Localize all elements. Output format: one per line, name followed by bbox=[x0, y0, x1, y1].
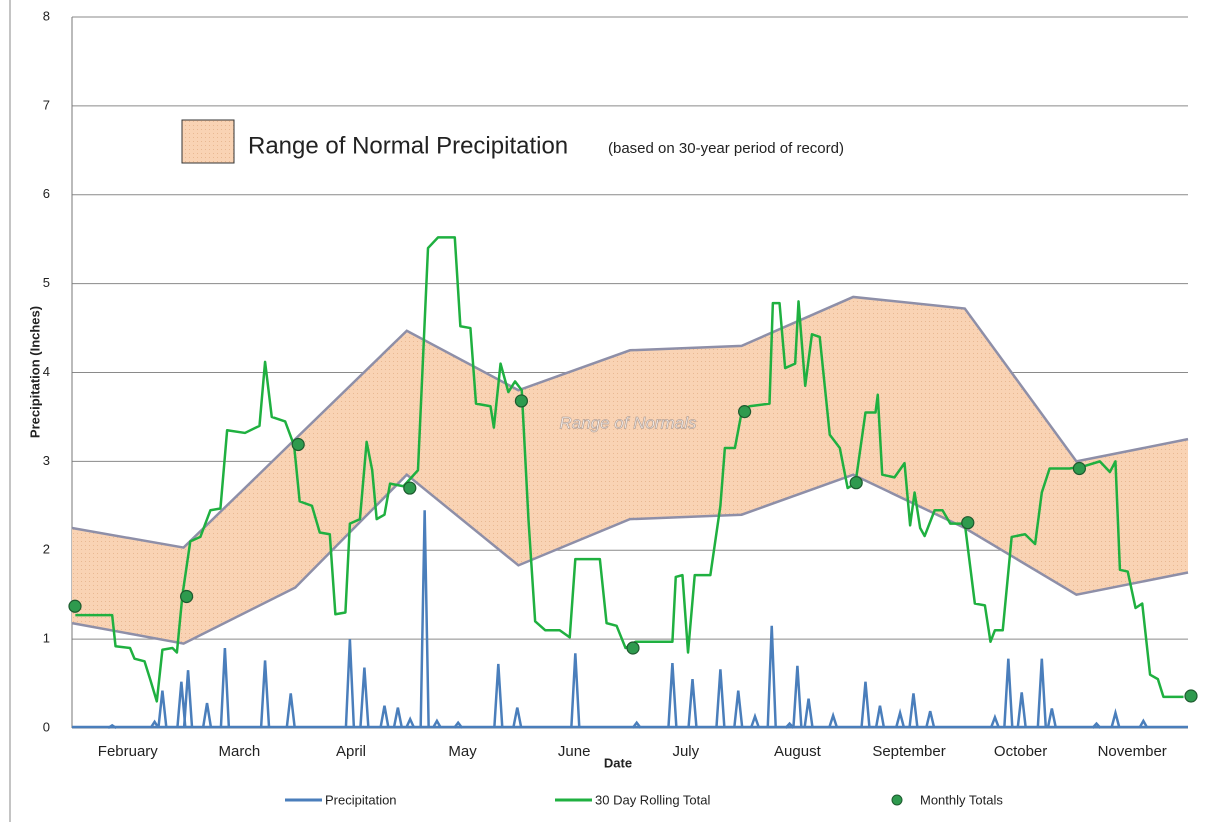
monthly-point bbox=[68, 599, 82, 613]
x-tick-label: July bbox=[672, 743, 699, 760]
precip-spike bbox=[631, 720, 642, 729]
rolling-line bbox=[75, 236, 1184, 703]
monthly-point bbox=[961, 516, 975, 530]
plot bbox=[68, 236, 1198, 730]
x-tick-label: September bbox=[872, 743, 945, 760]
x-tick-label: March bbox=[219, 743, 261, 760]
precip-spike bbox=[908, 693, 919, 729]
monthly-point bbox=[1184, 689, 1198, 703]
precip-spike bbox=[803, 698, 814, 729]
legend-label: Precipitation bbox=[325, 792, 397, 807]
monthly-point bbox=[1072, 461, 1087, 476]
x-tick-label: November bbox=[1098, 743, 1167, 760]
monthly-point bbox=[291, 437, 305, 452]
precip-spike bbox=[894, 708, 906, 729]
precip-spike bbox=[512, 707, 523, 729]
monthly-point bbox=[403, 481, 417, 495]
precip-spike bbox=[1016, 692, 1027, 729]
precip-spike bbox=[453, 720, 464, 729]
precip-spike bbox=[687, 679, 698, 729]
precip-spike bbox=[392, 707, 404, 729]
precip-spike bbox=[570, 653, 581, 729]
precip-spike bbox=[419, 510, 430, 729]
precip-spike bbox=[1046, 708, 1058, 729]
precip-spike bbox=[860, 681, 871, 729]
monthly-point bbox=[180, 589, 194, 604]
y-tick-label: 0 bbox=[43, 719, 50, 734]
precip-spike bbox=[344, 639, 356, 729]
range-upper bbox=[71, 295, 1189, 549]
precip-spike bbox=[1110, 708, 1121, 729]
precip-spike bbox=[431, 718, 443, 729]
x-tick-label: May bbox=[448, 743, 477, 760]
precip-spike bbox=[493, 663, 504, 729]
precip-spike bbox=[359, 667, 370, 729]
precip-spike bbox=[874, 705, 886, 729]
legend-label: Monthly Totals bbox=[920, 792, 1003, 807]
range-lower bbox=[71, 473, 1189, 645]
monthly-point bbox=[849, 476, 863, 490]
precip-spike bbox=[1138, 718, 1149, 729]
y-tick-label: 5 bbox=[43, 275, 50, 290]
monthly-point bbox=[626, 641, 640, 655]
range-fill bbox=[72, 296, 1188, 644]
legend-label: 30 Day Rolling Total bbox=[595, 792, 710, 807]
x-axis-label: Date bbox=[604, 755, 632, 770]
x-tick-label: June bbox=[558, 743, 591, 760]
precip-spike bbox=[149, 719, 160, 729]
range-band bbox=[71, 295, 1189, 645]
precip-spike bbox=[1091, 721, 1102, 729]
precip-spike bbox=[924, 710, 936, 729]
y-axis-label: Precipitation (Inches) bbox=[27, 306, 42, 438]
legend-marker bbox=[891, 794, 903, 806]
precip-spike bbox=[1036, 658, 1048, 729]
y-tick-label: 8 bbox=[43, 8, 50, 23]
y-tick-label: 3 bbox=[43, 453, 50, 468]
precip-spike bbox=[259, 660, 271, 729]
precip-spike bbox=[715, 669, 726, 729]
x-tick-label: February bbox=[98, 743, 159, 760]
x-tick-label: April bbox=[336, 743, 366, 760]
precip-spike bbox=[827, 711, 839, 729]
monthly-point bbox=[737, 405, 752, 419]
range-legend-swatch bbox=[181, 119, 235, 164]
monthly-point bbox=[514, 394, 529, 408]
range-label: Range of Normals bbox=[559, 413, 697, 432]
range-legend-title: Range of Normal Precipitation bbox=[248, 132, 568, 159]
x-tick-label: October bbox=[994, 743, 1047, 760]
precip-spike bbox=[405, 716, 416, 729]
precip-spike bbox=[989, 713, 1001, 729]
precip-spike bbox=[201, 702, 213, 729]
y-tick-label: 7 bbox=[43, 97, 50, 112]
y-tick-label: 6 bbox=[43, 186, 50, 201]
precip-spike bbox=[285, 693, 296, 729]
range-legend-note: (based on 30-year period of record) bbox=[608, 140, 844, 157]
precip-spike bbox=[107, 723, 117, 730]
precip-spike bbox=[766, 625, 777, 729]
precip-spike bbox=[667, 663, 678, 729]
y-tick-label: 4 bbox=[43, 364, 50, 379]
precip-spike bbox=[219, 647, 231, 729]
y-tick-label: 1 bbox=[43, 631, 50, 646]
y-tick-label: 2 bbox=[43, 542, 50, 557]
precip-spike bbox=[733, 690, 744, 729]
legend: Precipitation 30 Day Rolling Total Monthly… bbox=[285, 792, 1003, 807]
precip-spike bbox=[182, 670, 194, 729]
precip-spike bbox=[749, 712, 761, 729]
precip-spike bbox=[1003, 658, 1014, 729]
precip-spike bbox=[379, 705, 390, 729]
x-tick-label: August bbox=[774, 743, 822, 760]
precip-spike bbox=[157, 690, 168, 729]
precip-spike bbox=[792, 665, 803, 729]
